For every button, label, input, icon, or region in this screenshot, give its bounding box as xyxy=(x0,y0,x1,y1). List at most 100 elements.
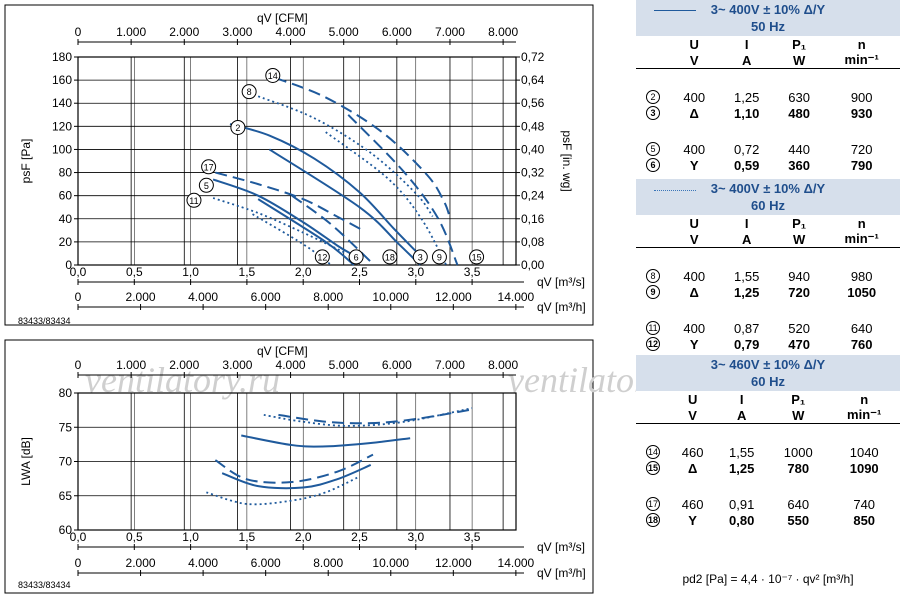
spec-row: 3 Δ 1,10 480 930 xyxy=(636,105,900,121)
series-line-9 xyxy=(325,131,447,266)
cell-power: 470 xyxy=(788,336,810,352)
top-axis-tick-label: 7.000 xyxy=(435,25,465,39)
spec-header: I xyxy=(744,215,749,231)
cell-power: 550 xyxy=(787,512,810,528)
curve-label-2: 2 xyxy=(230,119,246,135)
top-axis-tick-label: 7.000 xyxy=(435,358,465,372)
spec-unit: V xyxy=(670,407,716,424)
cell-voltage: 460 xyxy=(681,496,704,512)
curve-label-text: 11 xyxy=(189,196,198,206)
cell-voltage: Y xyxy=(689,336,699,352)
bottom-axis-2-tick-label: 2.000 xyxy=(126,290,156,304)
curve-number: 11 xyxy=(636,320,670,336)
series-line-18 xyxy=(291,194,375,266)
top-axis-tick-label: 8.000 xyxy=(488,358,518,372)
top-axis-label: qV [CFM] xyxy=(257,11,308,25)
y-tick-label: 75 xyxy=(59,420,73,434)
spec-header: P₁ xyxy=(791,391,806,407)
curve-label-text: 8 xyxy=(247,87,252,97)
curve-label-text: 5 xyxy=(204,181,209,191)
y2-tick-label: 0,72 xyxy=(521,50,545,64)
spec-row: 5 400 0,72 440 720 xyxy=(636,141,900,157)
cell-current: 1,25 xyxy=(729,460,755,476)
cell-speed: 740 xyxy=(853,496,876,512)
cell-speed: 930 xyxy=(850,105,873,121)
plot-border xyxy=(77,56,517,266)
series-line-14 xyxy=(274,76,451,217)
cell-speed: 720 xyxy=(850,141,873,157)
top-axis-tick-label: 1.000 xyxy=(116,25,146,39)
plot-border xyxy=(77,392,517,531)
spec-header: n xyxy=(857,36,866,52)
bottom-axis-1-tick-label: 0,5 xyxy=(126,265,143,279)
spec-table-title: 3~ 400V ± 10% Δ/Y xyxy=(710,181,826,196)
spec-unit: V xyxy=(670,52,719,69)
curve-number: 2 xyxy=(636,89,670,105)
bottom-axis-2-label: qV [m³/h] xyxy=(537,300,586,314)
curve-number: 18 xyxy=(646,513,660,527)
y-tick-label: 40 xyxy=(59,212,73,226)
cell-current: 0,59 xyxy=(734,157,760,173)
curve-label-6: 6 xyxy=(348,249,364,265)
bottom-axis-1-tick-label: 2,0 xyxy=(295,530,312,544)
top-axis-tick-label: 8.000 xyxy=(488,25,518,39)
series-line-3 xyxy=(268,148,421,266)
spec-header: U xyxy=(689,215,699,231)
spec-row: 15 Δ 1,25 780 1090 xyxy=(636,460,900,476)
series-line xyxy=(221,464,372,490)
spec-row: 18 Y 0,80 550 850 xyxy=(636,512,900,528)
top-axis-tick-label: 0 xyxy=(75,358,82,372)
curve-label-circle xyxy=(348,249,364,265)
watermark: ventilatory.ru xyxy=(508,360,640,400)
top-axis-tick-label: 6.000 xyxy=(382,25,412,39)
bottom-axis-2-tick-label: 8.000 xyxy=(313,556,343,570)
cell-power: 520 xyxy=(788,320,810,336)
bottom-axis-2-tick-label: 4.000 xyxy=(188,556,218,570)
top-axis-tick-label: 1.000 xyxy=(116,358,146,372)
cell-speed: 980 xyxy=(850,268,873,284)
spec-unit: W xyxy=(774,231,824,248)
y-tick-label: 80 xyxy=(59,166,73,180)
cell-power: 940 xyxy=(788,268,810,284)
series-line-17 xyxy=(215,171,364,232)
curve-number: 5 xyxy=(636,141,670,157)
bottom-axis-1-tick-label: 1,0 xyxy=(182,265,199,279)
cell-voltage: Δ xyxy=(689,105,699,121)
curve-label-15: 15 xyxy=(469,249,485,265)
spec-unit: A xyxy=(718,231,775,248)
y-tick-label: 120 xyxy=(52,119,72,133)
y2-axis-label: psF [in. wg] xyxy=(560,130,574,191)
spec-unit: min⁻¹ xyxy=(828,407,900,424)
series-line xyxy=(206,475,360,506)
y2-tick-label: 0,00 xyxy=(521,258,545,272)
chart-2: ventilatory.ruventilatory.ru606570758001… xyxy=(4,339,640,594)
curve-number: 14 xyxy=(646,445,660,459)
cell-current: 1,55 xyxy=(734,268,760,284)
pressure-formula: pd2 [Pa] = 4,4 · 10⁻⁷ · qv² [m³/h] xyxy=(682,572,854,586)
spec-table-header: 3~ 400V ± 10% Δ/Y 60 Hz xyxy=(636,179,900,215)
curve-label-text: 6 xyxy=(354,252,359,262)
spec-row: 17 460 0,91 640 740 xyxy=(636,496,900,512)
series-line xyxy=(214,453,374,484)
curve-label-3: 3 xyxy=(412,249,428,265)
curve-label-12: 12 xyxy=(314,249,330,265)
y-tick-label: 70 xyxy=(59,455,73,469)
top-axis-tick-label: 5.000 xyxy=(329,358,359,372)
cell-power: 640 xyxy=(787,496,810,512)
top-axis-tick-label: 3.000 xyxy=(222,25,252,39)
y2-tick-label: 0,16 xyxy=(521,212,545,226)
top-axis-tick-label: 2.000 xyxy=(169,358,199,372)
curve-label-text: 17 xyxy=(204,162,214,172)
curve-label-5: 5 xyxy=(198,177,214,193)
cell-voltage: 400 xyxy=(683,89,706,105)
cell-speed: 790 xyxy=(850,157,873,173)
cell-voltage: 460 xyxy=(681,444,704,460)
spec-table-header: 3~ 400V ± 10% Δ/Y 50 Hz xyxy=(636,0,900,36)
bottom-axis-1-label: qV [m³/s] xyxy=(537,275,585,289)
curve-label-17: 17 xyxy=(201,159,217,175)
cell-power: 780 xyxy=(787,460,810,476)
top-axis-label: qV [CFM] xyxy=(257,344,308,358)
series-line xyxy=(278,408,473,425)
